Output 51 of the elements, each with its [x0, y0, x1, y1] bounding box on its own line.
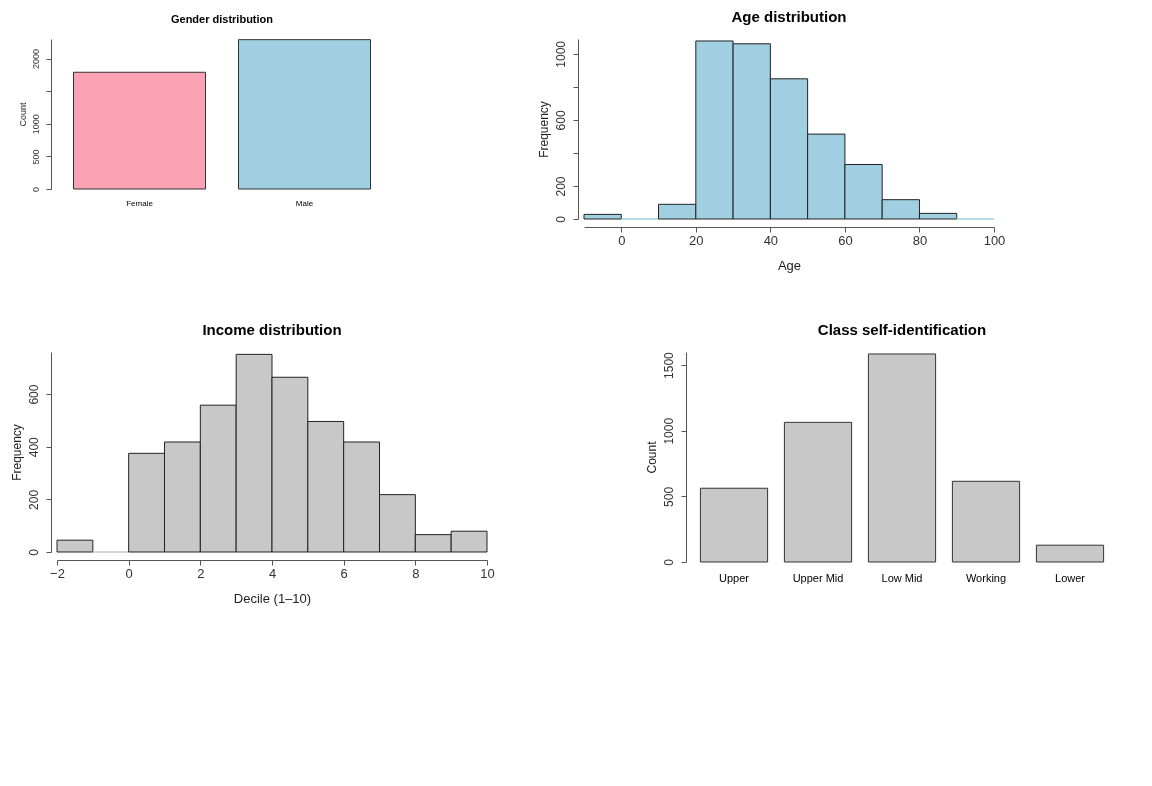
y-axis-title: Frequency	[536, 101, 551, 158]
bar	[783, 421, 853, 563]
y-tick-label: 0	[661, 558, 676, 566]
bar	[867, 353, 937, 563]
x-tick-label: 40	[763, 232, 779, 248]
y-tick-label: 200	[553, 176, 568, 197]
x-tick-label: Working	[965, 571, 1007, 584]
y-tick-label: 0	[553, 215, 568, 223]
y-tick-label: 0	[30, 186, 41, 193]
chart-title: Gender distribution	[170, 13, 274, 25]
y-tick-label: 1000	[553, 40, 568, 68]
y-axis-title: Frequency	[9, 424, 24, 481]
bar	[699, 487, 769, 563]
x-tick-label: 0	[125, 565, 133, 581]
bar	[951, 480, 1021, 563]
y-tick-label: 1000	[661, 417, 676, 445]
x-tick-label: Female	[126, 198, 154, 208]
y-tick-label: 600	[553, 110, 568, 131]
y-tick-label: 600	[26, 384, 41, 405]
x-tick-label: 100	[983, 232, 1006, 248]
x-tick-label: 10	[480, 565, 495, 581]
y-tick-label: 1500	[661, 351, 676, 379]
y-axis-title: Count	[644, 440, 659, 474]
y-tick-label: 400	[26, 436, 41, 458]
x-tick-label: 4	[268, 565, 277, 581]
chart-title: Age distribution	[731, 8, 847, 25]
y-tick-label: 2000	[30, 49, 41, 70]
x-tick-label: 60	[838, 232, 853, 248]
x-tick-label: Low Mid	[881, 571, 923, 584]
y-tick-label: 500	[661, 486, 676, 507]
x-tick-label: 20	[689, 232, 704, 248]
x-tick-label: 0	[618, 232, 626, 248]
x-axis-title: Decile (1–10)	[233, 590, 312, 606]
y-tick-label: 1000	[30, 114, 41, 135]
x-tick-label: 80	[912, 232, 928, 248]
y-tick-label: 0	[26, 548, 41, 556]
x-tick-label: 6	[340, 565, 348, 581]
chart-title: Class self-identification	[817, 320, 987, 338]
chart-title: Income distribution	[202, 321, 342, 338]
y-tick-label: 200	[26, 489, 41, 510]
y-axis-title: Count	[17, 102, 28, 127]
x-tick-label: Lower	[1055, 571, 1086, 584]
bar	[1035, 544, 1105, 563]
x-tick-label: Upper	[719, 571, 750, 584]
x-tick-label: 8	[412, 565, 420, 581]
x-axis-title: Age	[777, 257, 802, 273]
y-tick-label: 500	[30, 149, 41, 165]
x-tick-label: 2	[197, 565, 205, 581]
x-tick-label: −2	[50, 565, 65, 581]
x-tick-label: Male	[295, 198, 314, 208]
x-tick-label: Upper Mid	[792, 571, 844, 584]
